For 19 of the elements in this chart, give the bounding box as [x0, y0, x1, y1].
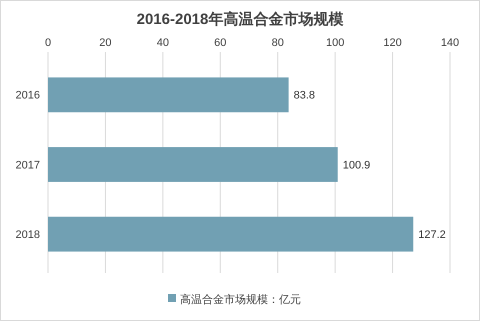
x-tick-label: 0 [44, 37, 52, 49]
x-tick-label: 80 [272, 37, 284, 49]
data-label: 83.8 [294, 90, 316, 102]
x-tick-label: 40 [156, 37, 169, 49]
y-tick-label: 2018 [16, 229, 40, 242]
data-label: 127.2 [418, 229, 446, 242]
x-tick-label: 60 [214, 37, 226, 49]
x-tick-label: 100 [326, 37, 344, 49]
legend-label: 高温合金市场规模：亿元 [180, 292, 301, 306]
x-tick-label: 140 [440, 37, 460, 49]
bar [48, 77, 289, 112]
bar [48, 216, 414, 252]
y-tick-label: 2017 [16, 159, 40, 172]
data-label: 100.9 [342, 159, 370, 172]
y-tick-label: 2016 [16, 90, 40, 102]
x-tick-label: 120 [383, 37, 402, 49]
chart-title: 2016-2018年高温合金市场规模 [136, 10, 344, 28]
bar [48, 147, 338, 182]
x-tick-label: 20 [99, 37, 112, 49]
